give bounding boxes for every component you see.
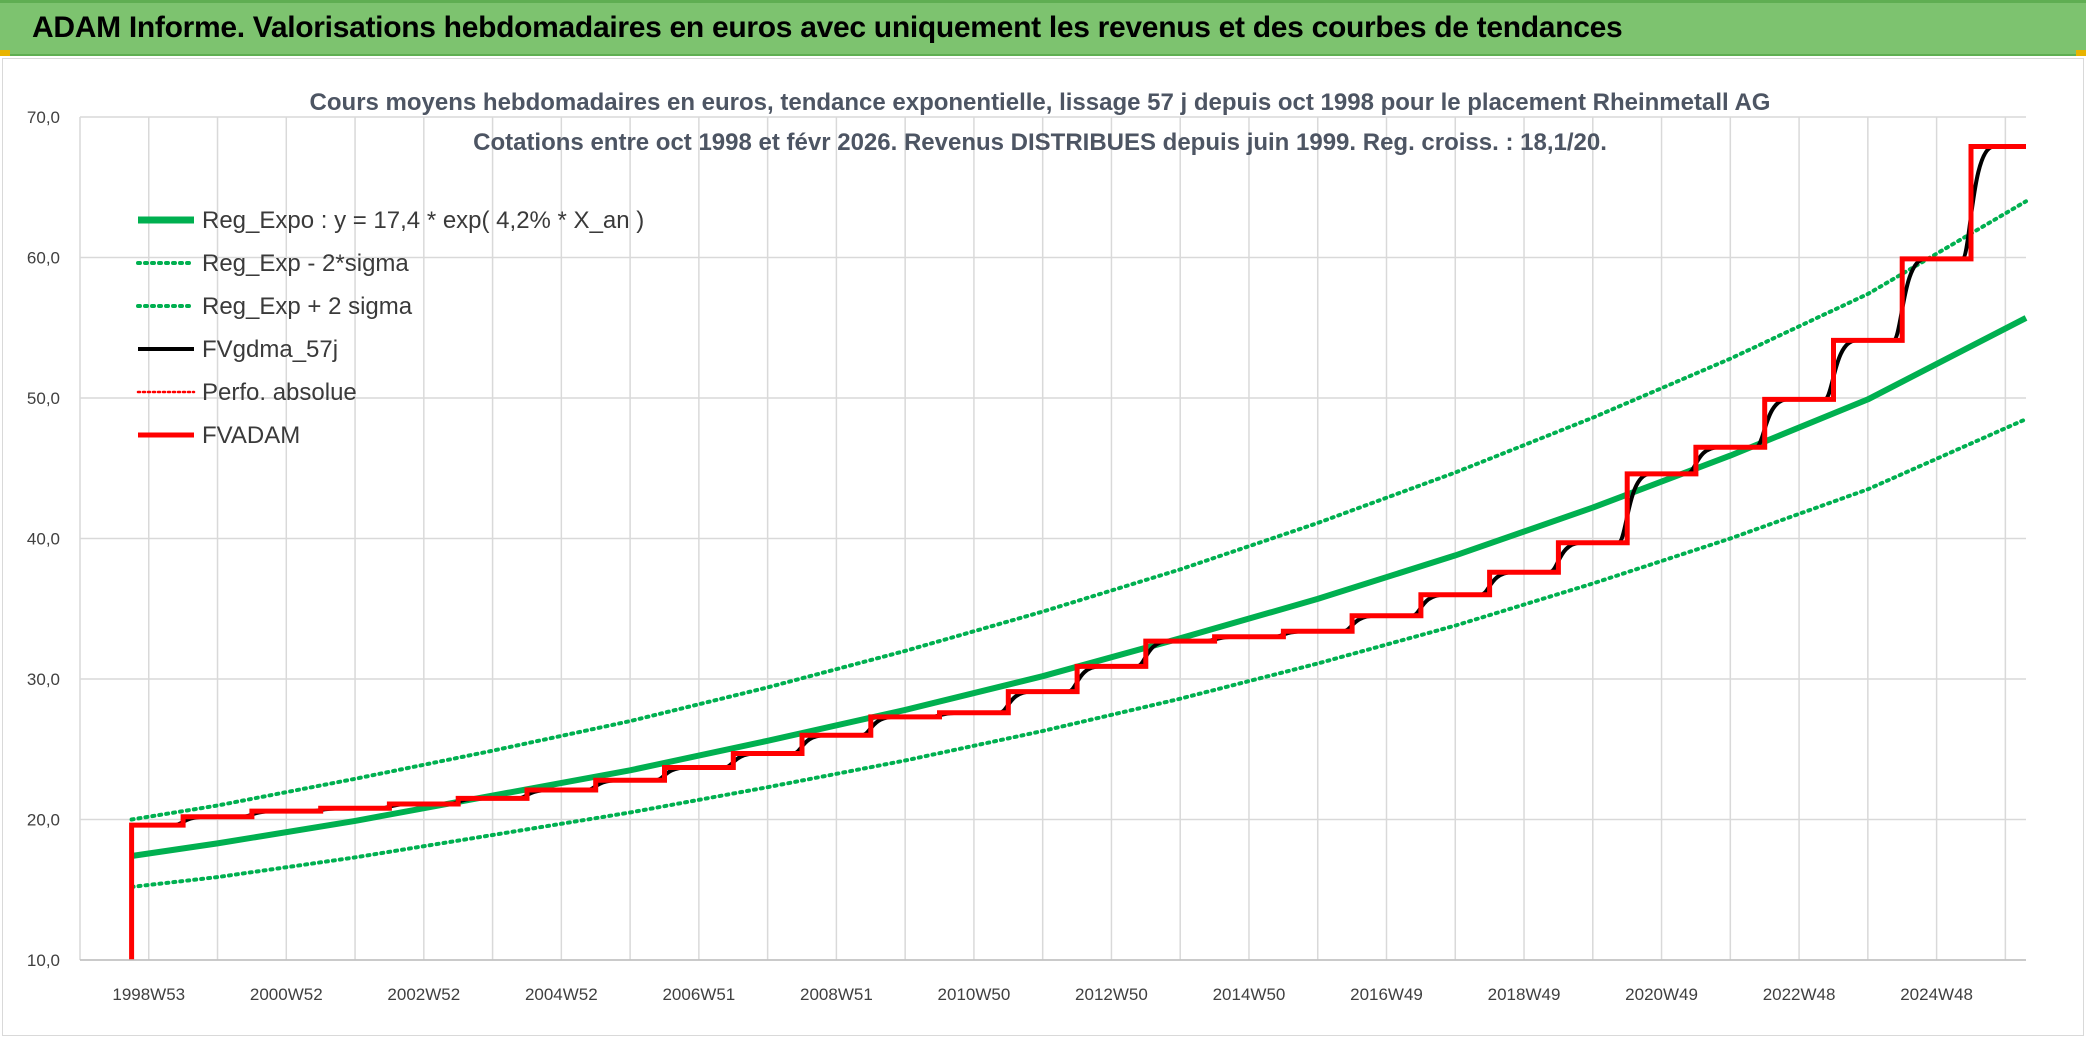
x-tick-label: 2018W49: [1488, 985, 1561, 1004]
corner-mark-top-left: [0, 50, 10, 56]
y-tick-label: 70,0: [27, 108, 60, 127]
chart-subtitle: Cotations entre oct 1998 et févr 2026. R…: [473, 129, 1607, 156]
legend-label: Reg_Exp - 2*sigma: [202, 250, 409, 277]
legend-label: FVgdma_57j: [202, 336, 338, 363]
axis-layer: 10,0 20,0 30,0 40,0 50,0 60,0 70,0 1998W53 2000W…: [27, 108, 2026, 1004]
x-tick-label: 2022W48: [1763, 985, 1836, 1004]
x-tick-label: 2004W52: [525, 985, 598, 1004]
x-tick-label: 2008W51: [800, 985, 873, 1004]
header-bar: ADAM Informe. Valorisations hebdomadaire…: [0, 0, 2086, 56]
corner-mark-top-right: [2076, 50, 2086, 56]
y-tick-label: 10,0: [27, 951, 60, 970]
legend-label: Reg_Exp + 2 sigma: [202, 293, 413, 320]
series-layer: [129, 144, 2028, 960]
x-tick-label: 2020W49: [1625, 985, 1698, 1004]
y-tick-label: 40,0: [27, 530, 60, 549]
y-tick-label: 60,0: [27, 249, 60, 268]
y-tick-label: 50,0: [27, 389, 60, 408]
series-fvadam: [129, 144, 2026, 960]
legend-label: Reg_Expo : y = 17,4 * exp( 4,2% * X_an ): [202, 207, 644, 234]
header-title: ADAM Informe. Valorisations hebdomadaire…: [32, 11, 1623, 44]
x-tick-label: 2010W50: [938, 985, 1011, 1004]
x-tick-label: 2006W51: [662, 985, 735, 1004]
legend-label: FVADAM: [202, 422, 300, 449]
y-tick-label: 30,0: [27, 670, 60, 689]
x-tick-label: 1998W53: [112, 985, 185, 1004]
series-reg-band: [129, 199, 2028, 822]
legend-label: Perfo. absolue: [202, 379, 357, 406]
x-tick-label: 2014W50: [1213, 985, 1286, 1004]
series-reg-band: [129, 417, 2028, 889]
x-tick-label: 2002W52: [387, 985, 460, 1004]
grid: [79, 116, 2026, 961]
chart-title: Cours moyens hebdomadaires en euros, ten…: [310, 89, 1771, 116]
legend: Reg_Expo : y = 17,4 * exp( 4,2% * X_an )…: [136, 207, 644, 449]
y-tick-label: 20,0: [27, 811, 60, 830]
chart-frame: [2, 58, 2084, 1036]
x-tick-label: 2000W52: [250, 985, 323, 1004]
x-tick-label: 2012W50: [1075, 985, 1148, 1004]
x-tick-label: 2016W49: [1350, 985, 1423, 1004]
x-tick-label: 2024W48: [1900, 985, 1973, 1004]
